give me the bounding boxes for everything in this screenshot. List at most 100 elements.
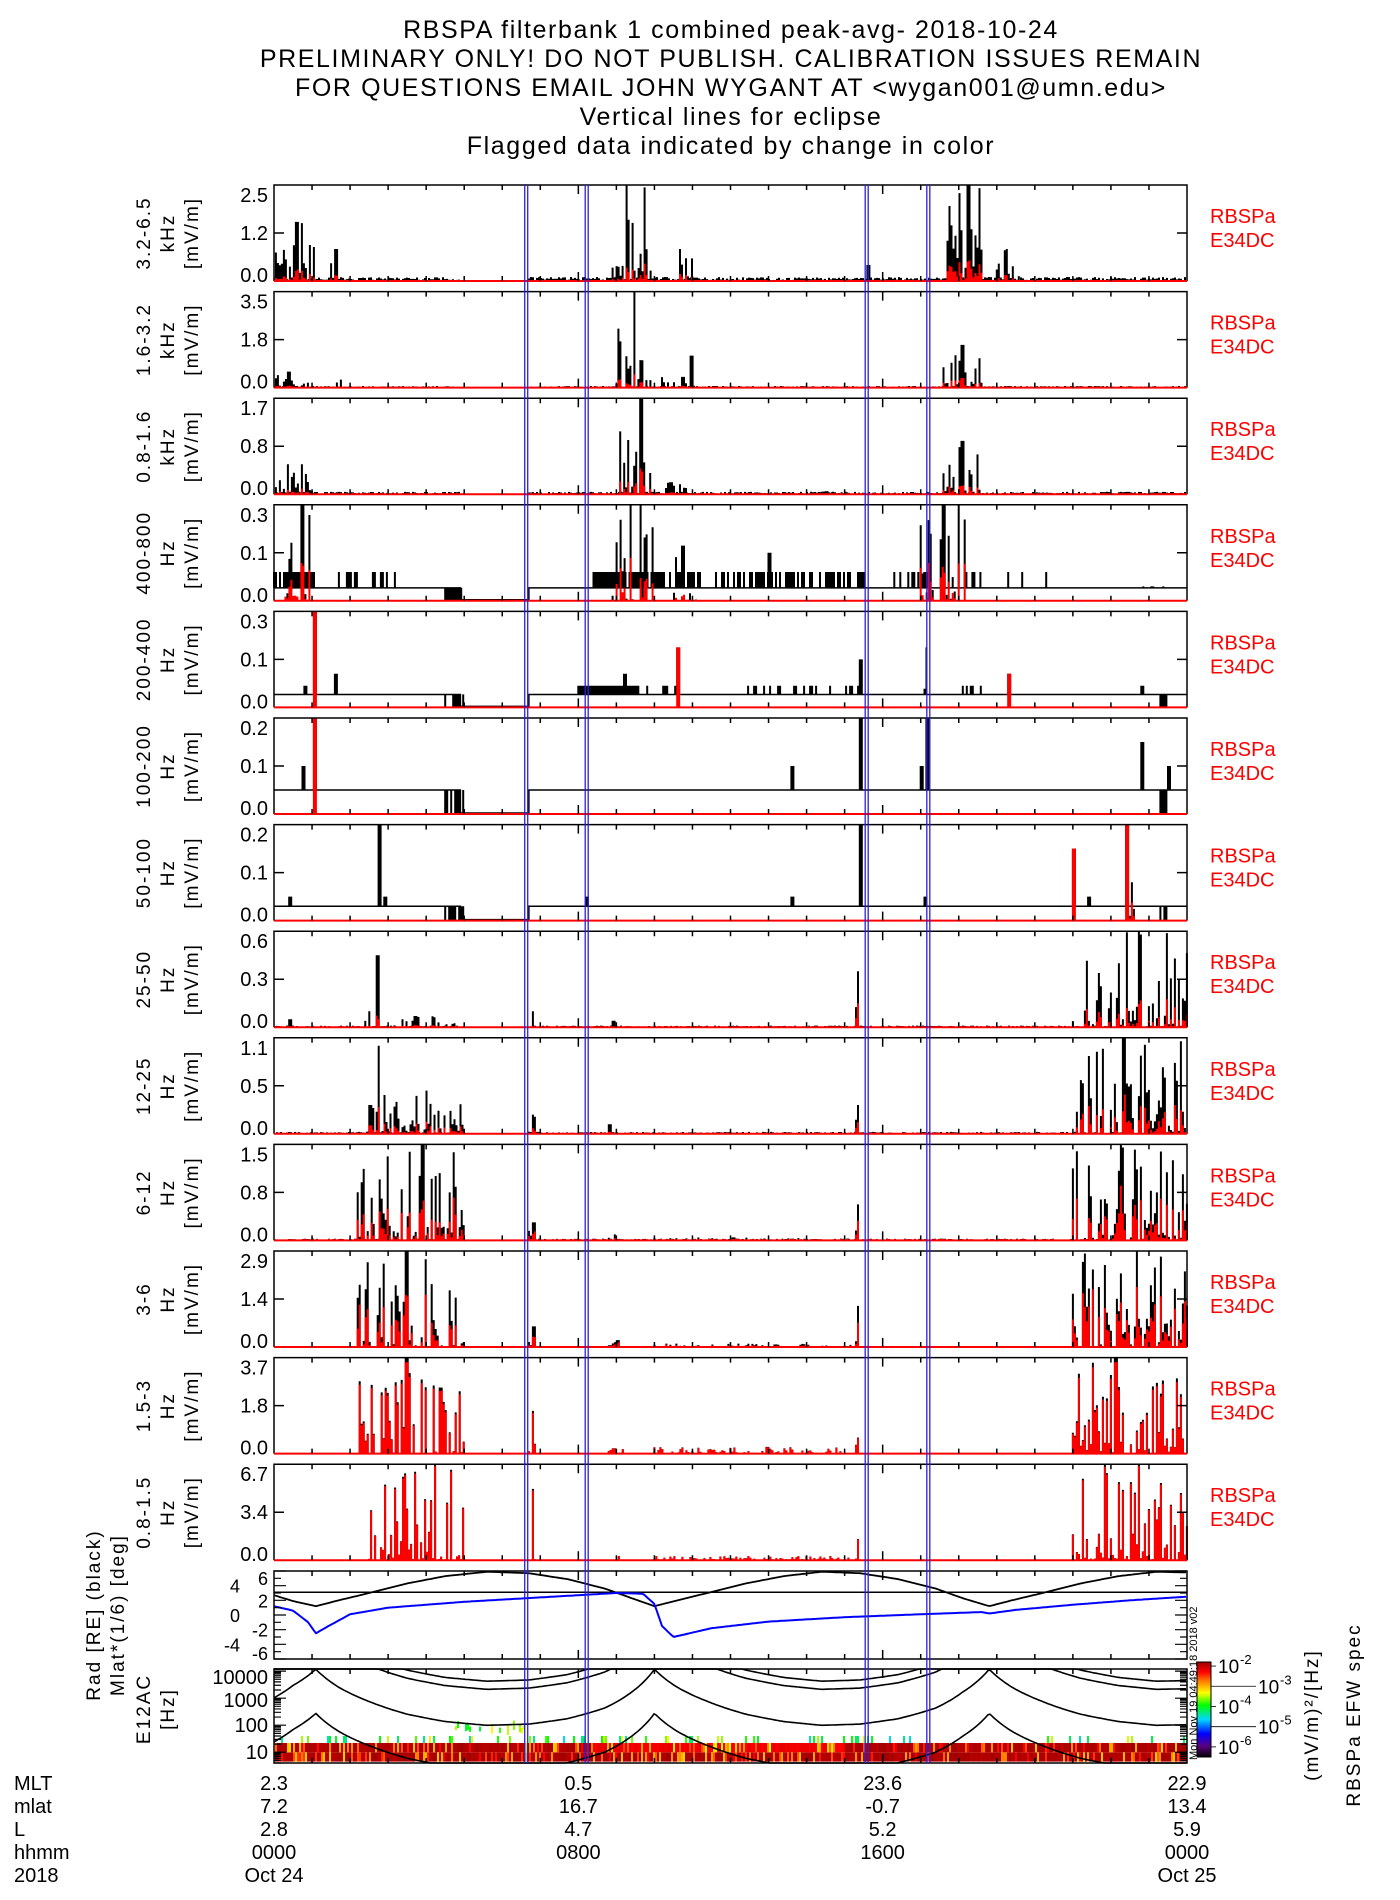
spectrogram-cell xyxy=(761,1742,763,1753)
spectrogram-cell xyxy=(381,1752,383,1762)
spectrogram-cell xyxy=(417,1742,419,1753)
spectrogram-cell xyxy=(549,1742,551,1753)
spectrogram-cell xyxy=(997,1742,999,1753)
spectrogram-cell xyxy=(905,1742,907,1753)
spectrogram-cell xyxy=(409,1752,411,1762)
spectrogram-cell xyxy=(515,1752,517,1762)
spectrogram-cell xyxy=(1011,1752,1013,1762)
y-axis-label-unit: kHz xyxy=(158,427,179,466)
ephemeris-row-label: MLT xyxy=(14,1773,53,1795)
spectrogram-cell xyxy=(951,1752,953,1762)
spectrogram-cell xyxy=(281,1742,283,1753)
spectrogram-cell xyxy=(1077,1742,1079,1753)
colorbar-cell xyxy=(1197,1692,1211,1694)
spectrogram-cell xyxy=(753,1742,755,1753)
spectrogram-cell xyxy=(1167,1752,1169,1762)
spectrogram-cell xyxy=(699,1742,701,1753)
spectrogram-cell xyxy=(835,1742,837,1753)
colorbar-cell xyxy=(1197,1723,1211,1725)
spectrogram-cell xyxy=(421,1752,423,1762)
spectrogram-cell xyxy=(1127,1742,1129,1753)
spectrogram-cell xyxy=(813,1735,815,1743)
colorbar-cell xyxy=(1197,1687,1211,1689)
spectrogram-cell xyxy=(825,1752,827,1762)
spectrogram-cell xyxy=(1115,1752,1117,1762)
spectrogram-cell xyxy=(779,1752,781,1762)
spectrogram-cell xyxy=(543,1752,545,1762)
spectrogram-cell xyxy=(619,1735,621,1743)
series-flagged-red xyxy=(1071,824,1135,921)
spectrogram-cell xyxy=(495,1742,497,1753)
spectrogram-cell xyxy=(483,1742,485,1753)
spectrogram-cell xyxy=(875,1742,877,1753)
spectrogram-cell xyxy=(971,1752,973,1762)
spectrogram-cell xyxy=(1103,1742,1105,1753)
spectrogram-cell xyxy=(281,1752,283,1762)
y-axis-label-unit: Hz xyxy=(158,1499,179,1526)
spectrogram-cell xyxy=(1025,1752,1027,1762)
spectrogram-cell xyxy=(309,1752,311,1762)
panel-hour-ticks xyxy=(311,504,1150,601)
spectrogram-cell xyxy=(981,1752,983,1762)
spectrogram-cell xyxy=(1051,1742,1053,1753)
spectrogram-cell xyxy=(745,1742,747,1753)
spectrogram-cell xyxy=(819,1752,821,1762)
spectrogram-cell xyxy=(1167,1742,1169,1753)
spectrogram-cell xyxy=(913,1752,915,1762)
colorbar-cell xyxy=(1197,1666,1211,1668)
colorbar-cell xyxy=(1197,1685,1211,1687)
y-tick-label: 0.5 xyxy=(240,1076,268,1098)
colorbar-cell xyxy=(1197,1701,1211,1703)
colorbar: 10-210-310-410-510-6 (mV/m)²/[Hz] RBSPa EF… xyxy=(1196,1623,1365,1807)
spectrogram-cell xyxy=(1135,1742,1137,1753)
colorbar-cell xyxy=(1197,1735,1211,1737)
spectrogram-cell xyxy=(727,1742,729,1753)
y-tick-label: 0.0 xyxy=(240,585,268,607)
y-tick-label: 100 xyxy=(235,1715,268,1737)
spectrogram-cell xyxy=(843,1742,845,1753)
spectrogram-cell xyxy=(697,1752,699,1762)
spectrogram-cell xyxy=(831,1742,833,1753)
spectrogram-cell xyxy=(581,1735,583,1743)
spectrogram-cell xyxy=(637,1752,639,1762)
spectrogram-cell xyxy=(535,1742,537,1753)
colorbar-cell xyxy=(1197,1712,1211,1714)
spectrogram-cell xyxy=(335,1752,337,1762)
series-flagged-red xyxy=(274,1287,1188,1347)
eclipse-lines xyxy=(524,185,931,1763)
colorbar-cell xyxy=(1197,1667,1211,1669)
colorbar-cell xyxy=(1197,1679,1211,1681)
spectrogram-cell xyxy=(931,1742,933,1753)
spectrogram-cell xyxy=(1085,1742,1087,1753)
spectrogram-cell xyxy=(857,1752,859,1762)
spectrogram-cell xyxy=(577,1742,579,1753)
spectrogram-cell xyxy=(693,1742,695,1753)
colorbar-cell xyxy=(1197,1690,1211,1692)
spectrogram-cell xyxy=(1147,1742,1149,1753)
y-axis-label-unit: Hz xyxy=(158,859,179,886)
colorbar-cell xyxy=(1197,1700,1211,1702)
spectrogram-cell xyxy=(833,1752,835,1762)
spectrogram-cell xyxy=(1101,1742,1103,1753)
panel-hour-ticks xyxy=(311,611,1150,708)
spectrogram-cell xyxy=(605,1752,607,1762)
spectrogram-cell xyxy=(1019,1752,1021,1762)
series-peak-black xyxy=(274,185,1186,281)
y-axis-label-yunit: [mV/m] xyxy=(182,1476,203,1548)
spectrogram-cell xyxy=(589,1742,591,1753)
spectrogram-cell xyxy=(721,1742,723,1753)
spectrogram-cell xyxy=(303,1752,305,1762)
ephemeris-row-label: L xyxy=(14,1819,25,1841)
spectrogram-cell xyxy=(1131,1742,1133,1753)
y-tick-label: 1.4 xyxy=(240,1289,268,1311)
spectrogram-cell xyxy=(847,1742,849,1753)
spectrogram-cell xyxy=(1005,1742,1007,1753)
spectrogram-cell xyxy=(675,1752,677,1762)
spectrogram-cell xyxy=(1041,1742,1043,1753)
colorbar-cell xyxy=(1197,1749,1211,1751)
colorbar-cell xyxy=(1197,1747,1211,1749)
spectrogram-cell xyxy=(911,1742,913,1753)
spectrogram-cell xyxy=(445,1742,447,1753)
